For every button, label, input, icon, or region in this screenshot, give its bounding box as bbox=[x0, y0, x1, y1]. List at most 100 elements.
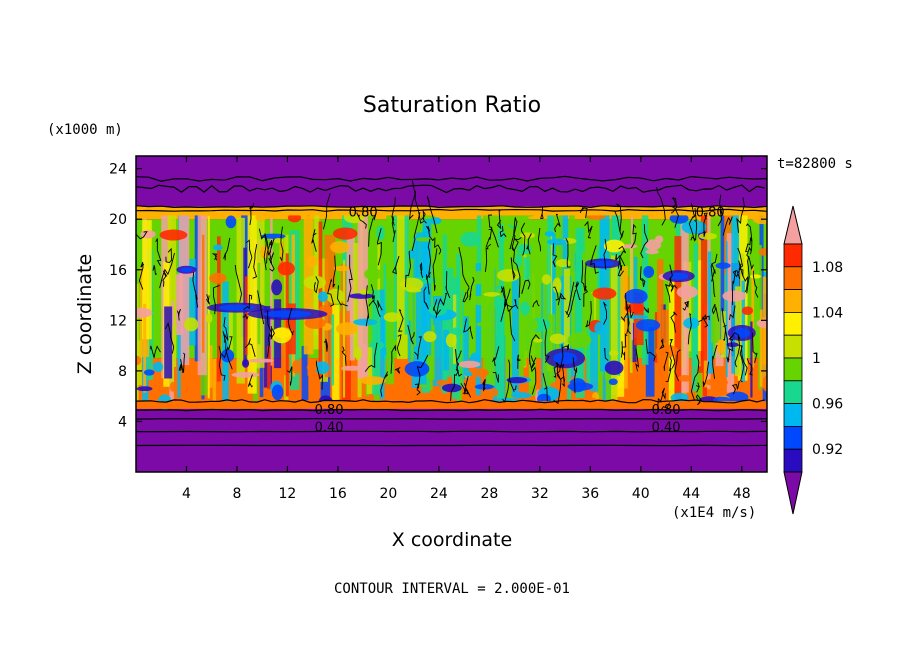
colorbar-label: 1.08 bbox=[812, 260, 843, 276]
contour-line bbox=[181, 352, 186, 373]
contour-line bbox=[737, 344, 748, 376]
streak bbox=[750, 321, 753, 398]
contour-line bbox=[469, 276, 475, 301]
blotch bbox=[241, 359, 250, 368]
contour-label: 0.40 bbox=[652, 420, 681, 435]
contour-line bbox=[414, 190, 427, 224]
blotch bbox=[758, 248, 767, 256]
contour-line bbox=[736, 197, 745, 233]
colorbar-swatch bbox=[783, 243, 803, 268]
contour-line bbox=[315, 360, 324, 390]
blotch bbox=[752, 213, 767, 225]
blotch bbox=[159, 229, 188, 241]
contour-line bbox=[745, 237, 753, 253]
blotch bbox=[336, 322, 358, 336]
blotch bbox=[341, 365, 365, 371]
contour-line bbox=[458, 247, 470, 288]
contour-line bbox=[266, 239, 273, 264]
blotch bbox=[330, 241, 350, 254]
y-axis-title: Z coordinate bbox=[74, 254, 96, 374]
colorbar-swatch bbox=[783, 425, 803, 450]
blotch bbox=[677, 375, 693, 382]
contour-line bbox=[516, 354, 521, 369]
contour-line bbox=[530, 355, 537, 369]
contour-lines bbox=[136, 175, 767, 447]
blotch bbox=[451, 327, 463, 336]
contour-line bbox=[722, 216, 733, 236]
contour-label-group: 0.80 0.80 0.80 0.80 0.40 0.40 bbox=[315, 206, 725, 436]
streak bbox=[386, 211, 395, 385]
contour-line bbox=[311, 229, 317, 252]
contour-line bbox=[502, 359, 511, 403]
contour-line bbox=[695, 394, 702, 406]
contour-line bbox=[218, 345, 226, 381]
streak bbox=[167, 215, 172, 364]
blotch bbox=[567, 382, 594, 391]
streak bbox=[721, 311, 726, 358]
streak bbox=[475, 263, 481, 396]
blotch bbox=[277, 261, 295, 276]
streak bbox=[668, 279, 676, 406]
x-tick-label: 28 bbox=[480, 486, 498, 502]
streak bbox=[392, 211, 397, 341]
contour-line bbox=[484, 243, 492, 273]
blotch bbox=[212, 244, 223, 251]
contour-line bbox=[734, 334, 741, 368]
blotch bbox=[544, 231, 555, 237]
contour-line bbox=[688, 202, 696, 242]
streak bbox=[586, 326, 592, 385]
blotch bbox=[541, 274, 552, 285]
contour-line bbox=[279, 226, 284, 263]
streak bbox=[654, 312, 659, 363]
blotch bbox=[643, 266, 655, 278]
blotch bbox=[445, 333, 457, 348]
streak bbox=[416, 232, 427, 385]
contour-line bbox=[456, 350, 463, 377]
contour-line bbox=[269, 252, 275, 272]
contour-line bbox=[625, 293, 634, 318]
contour-line bbox=[267, 326, 273, 358]
contour-line bbox=[509, 380, 517, 392]
streak bbox=[444, 267, 454, 378]
contour-line bbox=[665, 356, 672, 383]
x-tick-label: 44 bbox=[682, 486, 700, 502]
contour-line bbox=[407, 324, 415, 345]
streak bbox=[178, 211, 190, 366]
contour-line bbox=[532, 299, 540, 308]
contour-line bbox=[542, 319, 550, 363]
contour-line bbox=[234, 264, 242, 303]
contour-line bbox=[739, 345, 745, 383]
blotch bbox=[271, 279, 283, 296]
streak bbox=[422, 218, 432, 356]
contour-line bbox=[738, 260, 749, 293]
streak bbox=[164, 306, 173, 379]
contour-line bbox=[244, 338, 256, 358]
y-tick-label: 16 bbox=[109, 263, 127, 279]
blotch bbox=[415, 237, 434, 242]
blotch bbox=[524, 317, 539, 332]
blotch bbox=[260, 233, 286, 239]
streak bbox=[168, 211, 177, 367]
streak bbox=[247, 211, 257, 394]
contour-line bbox=[150, 345, 161, 358]
streak bbox=[143, 303, 147, 393]
blotch bbox=[326, 288, 345, 304]
blotch bbox=[594, 322, 604, 335]
blotch bbox=[533, 338, 543, 343]
streak bbox=[519, 211, 524, 342]
contour-line bbox=[419, 262, 424, 279]
streak bbox=[209, 345, 213, 388]
streak bbox=[529, 223, 539, 337]
streak bbox=[210, 233, 218, 347]
contour-line bbox=[669, 338, 676, 369]
blotch bbox=[555, 258, 571, 268]
contour-line bbox=[690, 354, 700, 401]
blotch bbox=[645, 249, 659, 255]
contour-line bbox=[731, 380, 740, 395]
blotch bbox=[717, 339, 726, 354]
streak bbox=[256, 212, 265, 368]
y-axis: 4 8 12 16 20 24 bbox=[109, 162, 767, 430]
contour-line bbox=[746, 358, 753, 376]
streak bbox=[577, 232, 583, 384]
